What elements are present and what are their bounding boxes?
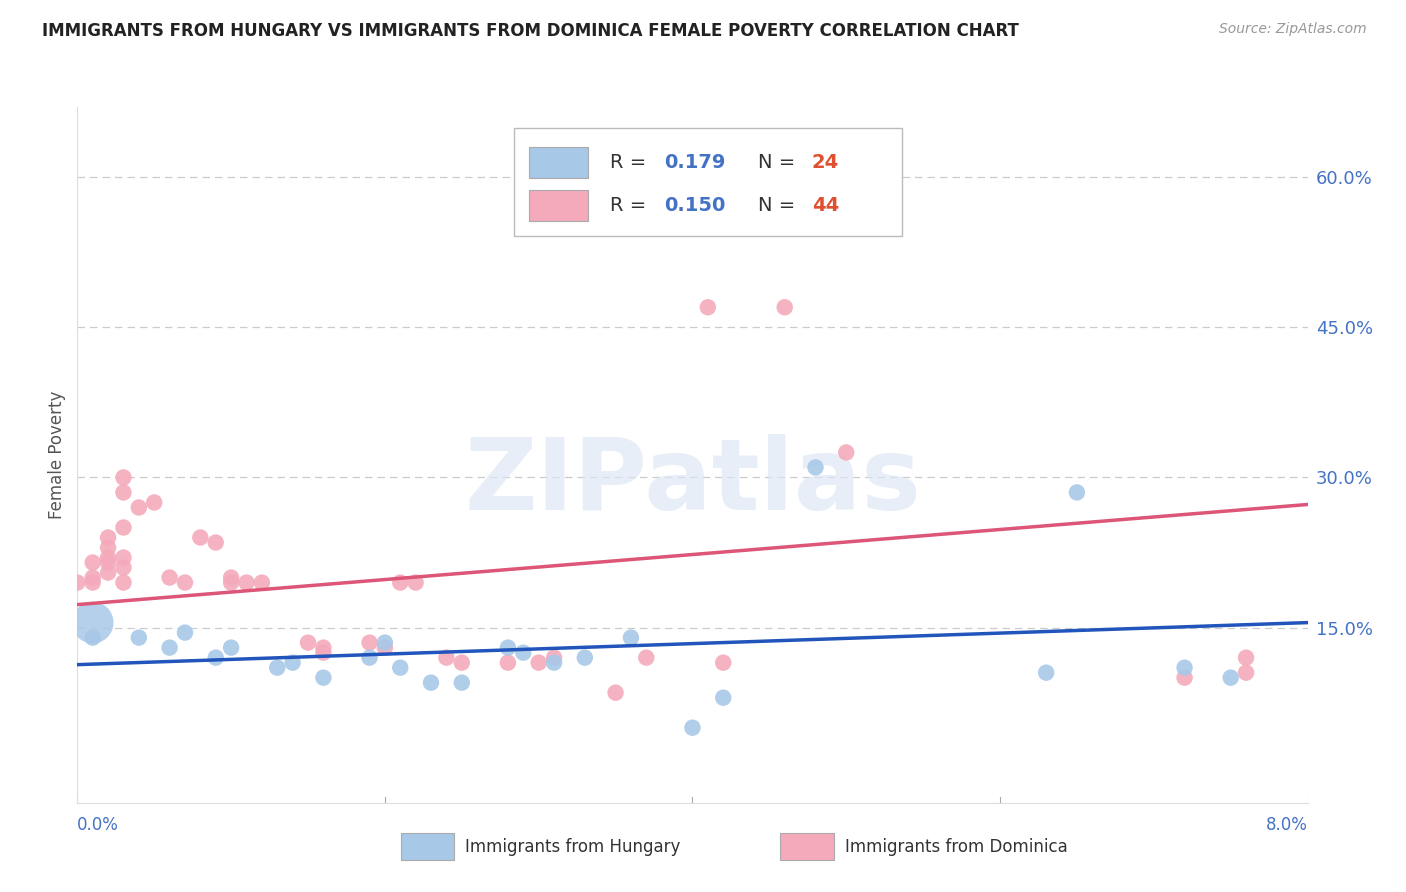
Point: [82, 631, 104, 645]
Point: [359, 650, 381, 665]
Text: N =: N =: [758, 153, 801, 172]
Text: IMMIGRANTS FROM HUNGARY VS IMMIGRANTS FROM DOMINICA FEMALE POVERTY CORRELATION C: IMMIGRANTS FROM HUNGARY VS IMMIGRANTS FR…: [42, 22, 1019, 40]
Point: [450, 656, 472, 670]
Point: [190, 531, 212, 545]
Point: [1035, 665, 1057, 680]
Point: [512, 646, 534, 660]
FancyBboxPatch shape: [529, 147, 588, 178]
Point: [97, 550, 120, 565]
Point: [374, 640, 396, 655]
Point: [1234, 650, 1257, 665]
Point: [159, 640, 181, 655]
Point: [436, 650, 458, 665]
Point: [496, 640, 519, 655]
FancyBboxPatch shape: [515, 128, 901, 235]
Point: [405, 575, 427, 590]
Point: [97, 556, 120, 570]
Point: [711, 656, 734, 670]
Point: [281, 656, 304, 670]
Point: [97, 566, 120, 580]
Text: R =: R =: [610, 196, 652, 215]
Point: [1234, 665, 1257, 680]
Text: 0.179: 0.179: [664, 153, 725, 172]
Point: [97, 541, 120, 555]
Point: [682, 721, 704, 735]
Point: [219, 640, 242, 655]
Text: 0.0%: 0.0%: [77, 816, 120, 834]
Point: [204, 535, 226, 549]
Point: [250, 575, 273, 590]
Point: [543, 656, 565, 670]
Point: [97, 531, 120, 545]
Text: 8.0%: 8.0%: [1265, 816, 1308, 834]
Text: 44: 44: [811, 196, 839, 215]
Point: [112, 520, 135, 534]
Point: [128, 631, 150, 645]
Point: [174, 625, 197, 640]
Point: [1174, 671, 1197, 685]
Point: [82, 570, 104, 584]
Point: [636, 650, 658, 665]
Point: [804, 460, 827, 475]
Point: [266, 660, 288, 674]
Point: [835, 445, 858, 459]
Point: [1174, 660, 1197, 674]
Point: [112, 575, 135, 590]
Point: [82, 556, 104, 570]
Text: N =: N =: [758, 196, 801, 215]
Text: Immigrants from Hungary: Immigrants from Hungary: [465, 838, 681, 855]
Point: [605, 686, 627, 700]
Text: ZIPatlas: ZIPatlas: [464, 434, 921, 532]
Text: Immigrants from Dominica: Immigrants from Dominica: [845, 838, 1067, 855]
Point: [112, 470, 135, 484]
Point: [359, 635, 381, 649]
Text: Source: ZipAtlas.com: Source: ZipAtlas.com: [1219, 22, 1367, 37]
Point: [1219, 671, 1241, 685]
Point: [773, 300, 796, 314]
Text: 0.150: 0.150: [664, 196, 725, 215]
Point: [297, 635, 319, 649]
Point: [711, 690, 734, 705]
Point: [312, 646, 335, 660]
Point: [1066, 485, 1088, 500]
Point: [374, 635, 396, 649]
FancyBboxPatch shape: [529, 191, 588, 220]
Point: [159, 570, 181, 584]
Point: [112, 485, 135, 500]
Point: [204, 650, 226, 665]
Text: 24: 24: [811, 153, 839, 172]
Point: [82, 615, 104, 630]
Y-axis label: Female Poverty: Female Poverty: [48, 391, 66, 519]
Point: [389, 575, 412, 590]
Point: [450, 675, 472, 690]
Point: [543, 650, 565, 665]
Point: [143, 495, 166, 509]
Point: [112, 560, 135, 574]
Point: [66, 575, 89, 590]
Text: R =: R =: [610, 153, 652, 172]
Point: [420, 675, 443, 690]
Point: [235, 575, 257, 590]
Point: [496, 656, 519, 670]
Point: [112, 550, 135, 565]
Point: [174, 575, 197, 590]
Point: [527, 656, 550, 670]
Point: [219, 570, 242, 584]
Point: [312, 671, 335, 685]
Point: [128, 500, 150, 515]
Point: [620, 631, 643, 645]
Point: [574, 650, 596, 665]
Point: [82, 575, 104, 590]
Point: [219, 575, 242, 590]
Point: [696, 300, 718, 314]
Point: [389, 660, 412, 674]
Point: [312, 640, 335, 655]
